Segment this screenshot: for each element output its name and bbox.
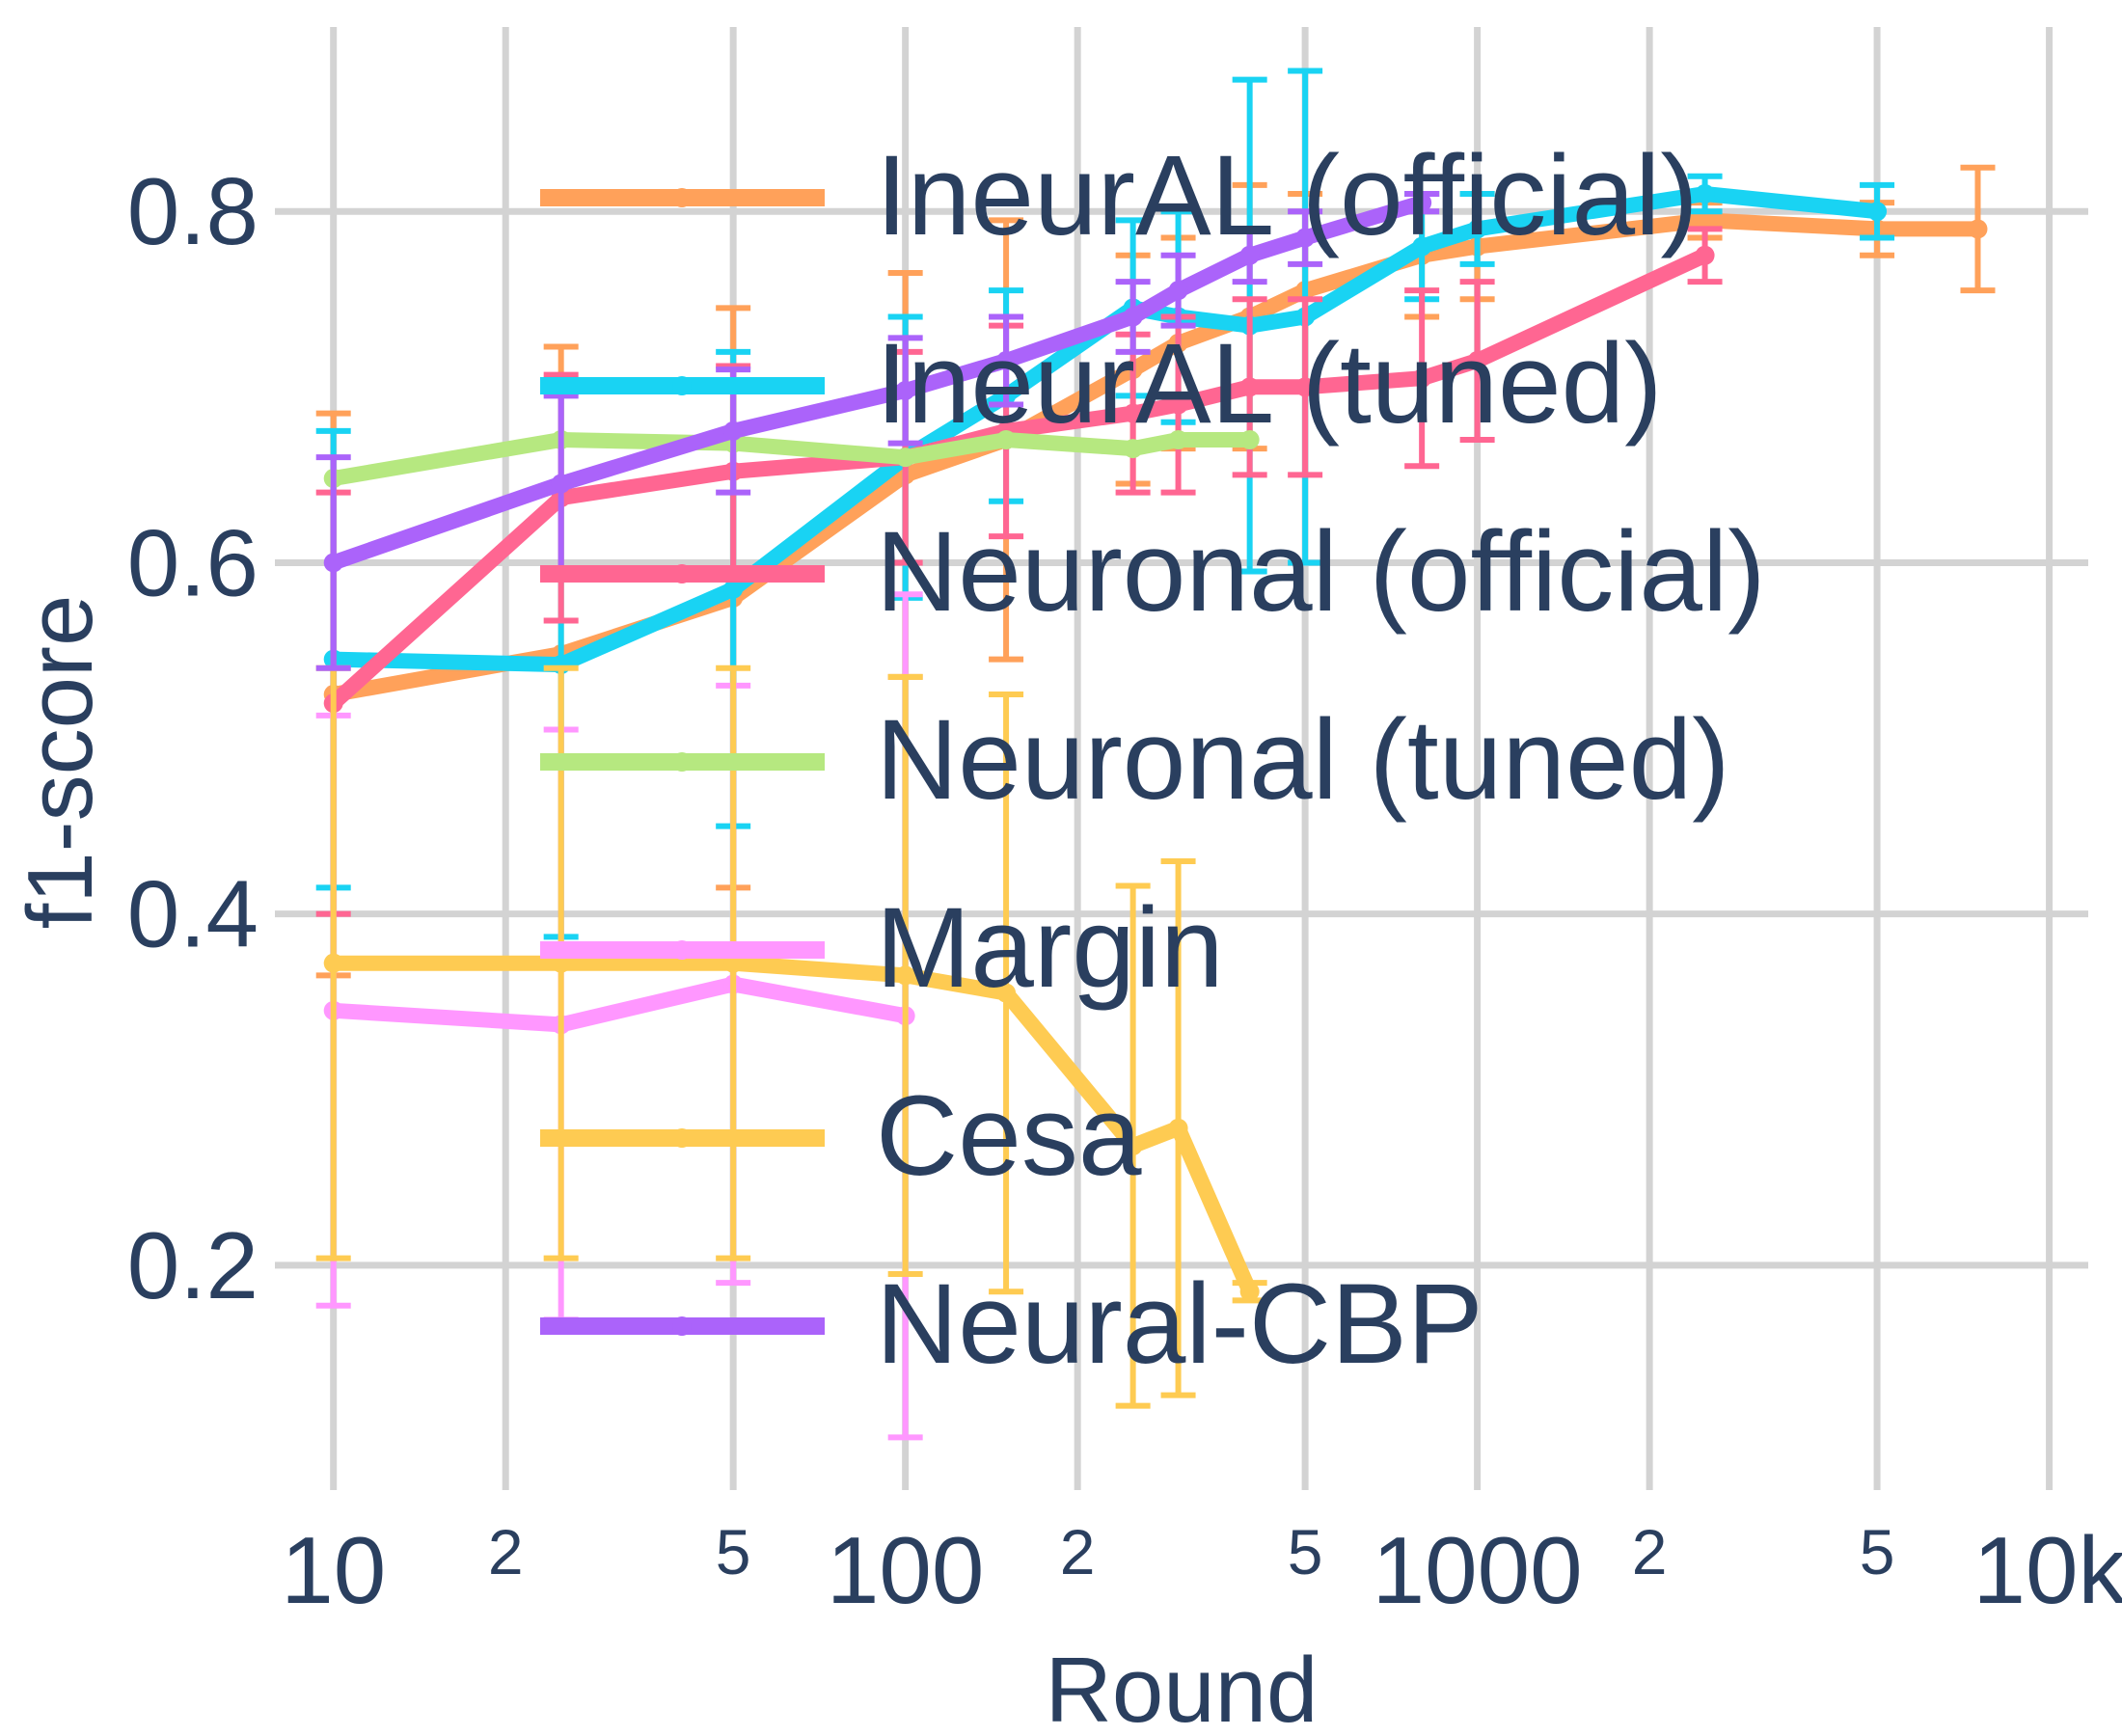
- x-minor-tick-label: 2: [1060, 1516, 1096, 1587]
- legend-item[interactable]: Cesa: [540, 1072, 1142, 1200]
- data-point: [1467, 351, 1487, 371]
- legend-label: Margin: [876, 884, 1224, 1012]
- data-point: [1168, 394, 1188, 415]
- legend-swatch-marker: [672, 564, 692, 583]
- legend-label: IneurAL (official): [876, 132, 1699, 259]
- legend-swatch-marker: [672, 376, 692, 395]
- data-point: [1239, 245, 1260, 265]
- x-axis-title: Round: [1046, 1639, 1319, 1736]
- data-point: [1239, 377, 1260, 397]
- data-point: [1295, 377, 1316, 397]
- x-minor-tick-label: 2: [488, 1516, 524, 1587]
- y-tick-label: 0.2: [127, 1212, 258, 1318]
- data-point: [723, 420, 744, 441]
- series-4: [315, 591, 923, 1441]
- data-point: [1412, 193, 1432, 213]
- data-point: [1412, 236, 1432, 257]
- legend-item[interactable]: IneurAL (official): [540, 132, 1699, 259]
- legend-item[interactable]: Neural-CBP: [540, 1261, 1483, 1388]
- data-point: [1123, 439, 1143, 459]
- data-point: [1467, 219, 1487, 239]
- legend-label: Neuronal (tuned): [876, 696, 1730, 824]
- data-point: [1168, 1118, 1188, 1138]
- x-minor-tick-label: 5: [1288, 1516, 1323, 1587]
- data-point: [1695, 245, 1715, 265]
- x-tick-label: 10: [281, 1517, 386, 1623]
- legend-item[interactable]: Neuronal (tuned): [540, 696, 1730, 824]
- data-point: [996, 429, 1017, 449]
- y-tick-label: 0.8: [127, 158, 258, 264]
- data-point: [1867, 202, 1888, 222]
- legend-item[interactable]: Neuronal (official): [540, 508, 1766, 636]
- data-point: [1695, 184, 1715, 204]
- data-point: [1168, 281, 1188, 301]
- data-point: [323, 553, 343, 573]
- data-point: [996, 983, 1017, 1003]
- legend-swatch-marker: [672, 188, 692, 207]
- legend-label: Neural-CBP: [876, 1261, 1483, 1388]
- series-6: [315, 191, 1440, 671]
- y-axis-title: f1-score: [9, 595, 112, 930]
- x-minor-tick-label: 5: [716, 1516, 751, 1587]
- data-point: [895, 965, 915, 986]
- data-point: [1239, 429, 1260, 449]
- data-point: [1695, 210, 1715, 231]
- y-tick-label: 0.4: [127, 861, 258, 967]
- series-3: [323, 429, 1260, 489]
- data-point: [1295, 228, 1316, 248]
- data-point: [996, 351, 1017, 371]
- series-line: [325, 976, 913, 1033]
- data-point: [895, 380, 915, 400]
- legend-item[interactable]: Margin: [540, 884, 1224, 1012]
- legend-swatch-marker: [672, 940, 692, 960]
- x-tick-label: 10k: [1973, 1517, 2122, 1623]
- data-point: [323, 953, 343, 973]
- legend-swatch-marker: [672, 1128, 692, 1148]
- legend-swatch-marker: [672, 752, 692, 772]
- x-minor-tick-label: 5: [1860, 1516, 1895, 1587]
- legend-label: IneurAL (tuned): [876, 320, 1663, 448]
- data-point: [1123, 403, 1143, 423]
- legend-label: Cesa: [876, 1072, 1142, 1200]
- series-line: [325, 195, 1430, 571]
- data-point: [551, 474, 571, 494]
- x-tick-label: 100: [827, 1517, 985, 1623]
- axes-text: 10 100 1000 10k 2 5 2 5 2 5 0.2 0.4 0.6 0.8: [127, 158, 2122, 1623]
- legend-label: Neuronal (official): [876, 508, 1766, 636]
- data-point: [895, 448, 915, 468]
- legend-item[interactable]: IneurAL (tuned): [540, 320, 1663, 448]
- data-point: [1123, 307, 1143, 327]
- x-tick-label: 1000: [1373, 1517, 1583, 1623]
- data-point: [1168, 429, 1188, 449]
- x-minor-tick-label: 2: [1632, 1516, 1668, 1587]
- data-point: [1123, 1136, 1143, 1156]
- legend-swatch-marker: [672, 1316, 692, 1336]
- legend[interactable]: IneurAL (official) IneurAL (tuned) Neurona…: [540, 132, 1766, 1388]
- data-point: [1412, 368, 1432, 389]
- y-tick-label: 0.6: [127, 509, 258, 615]
- data-point: [1239, 1282, 1260, 1302]
- series-line: [325, 247, 1713, 712]
- data-point: [723, 579, 744, 599]
- data-point: [1968, 219, 1988, 239]
